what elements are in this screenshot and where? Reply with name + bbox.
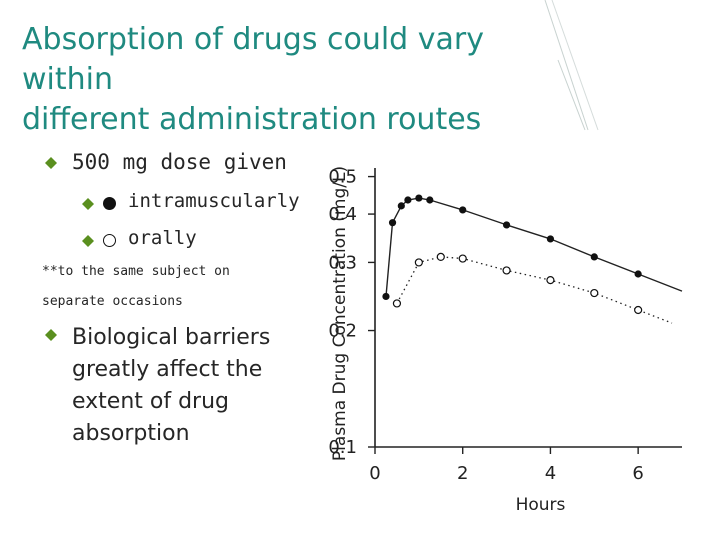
title-line-1: Absorption of drugs could vary within	[22, 22, 484, 97]
y-tick-label: 0.1	[328, 437, 357, 458]
slide-title: Absorption of drugs could vary within di…	[22, 20, 582, 140]
barrier-line: greatly affect the	[72, 357, 263, 382]
sub-bullet-diamond-icon	[82, 235, 94, 247]
filled-circle-icon	[103, 197, 116, 210]
sub-bullet-oral: orally	[128, 227, 197, 249]
y-tick-label: 0.3	[328, 252, 357, 273]
oral-point	[392, 299, 402, 308]
intramuscular-point	[397, 202, 405, 210]
intramuscular-point	[546, 235, 555, 243]
intramuscular-point	[415, 194, 423, 202]
oral-curve	[396, 256, 673, 324]
barrier-line: extent of drug	[72, 389, 230, 414]
title-line-2: different administration routes	[22, 102, 482, 137]
open-circle-icon	[103, 234, 116, 247]
note-line-2: separate occasions	[42, 294, 183, 309]
bullet-dose: 500 mg dose given	[72, 150, 287, 174]
barrier-line: Biological barriers	[72, 325, 271, 350]
intramuscular-curve	[385, 197, 683, 297]
intramuscular-point	[590, 253, 598, 261]
intramuscular-point	[426, 196, 434, 204]
intramuscular-point	[459, 206, 467, 214]
bullet-diamond-icon	[45, 157, 57, 169]
oral-point	[458, 254, 467, 263]
x-tick-label: 2	[457, 463, 468, 484]
sub-bullet-intramuscular: intramuscularly	[128, 190, 300, 212]
x-tick-label: 4	[545, 463, 556, 484]
barrier-line: absorption	[72, 421, 190, 446]
bullet-diamond-icon	[45, 329, 57, 341]
note-line-1: **to the same subject on	[42, 264, 230, 279]
oral-point	[590, 288, 599, 298]
intramuscular-point	[382, 292, 390, 301]
sub-bullet-diamond-icon	[82, 198, 94, 210]
concentration-chart: 0.1 0.2 0.3 0.4 0.5 0 2 4 6 Hours Plasma Drug Conc…	[328, 166, 683, 515]
y-tick-label: 0.5	[328, 167, 357, 188]
y-axis-label: Plasma Drug Concentration (mg/L)	[330, 166, 350, 461]
intramuscular-point	[404, 196, 412, 204]
bullet-barriers: Biological barriers greatly affect the e…	[72, 322, 312, 450]
oral-point	[634, 305, 643, 315]
oral-point	[414, 258, 423, 267]
oral-point	[546, 276, 555, 285]
oral-point	[436, 252, 445, 262]
x-axis-label: Hours	[516, 495, 566, 515]
y-tick-label: 0.4	[328, 204, 357, 225]
intramuscular-point	[634, 270, 642, 278]
oral-point	[502, 266, 511, 275]
intramuscular-point	[388, 219, 397, 227]
y-tick-label: 0.2	[328, 321, 357, 342]
x-tick-label: 6	[632, 463, 643, 484]
x-tick-label: 0	[369, 463, 380, 484]
intramuscular-point	[502, 221, 511, 229]
bullet-list: 500 mg dose given intramuscularly orally…	[0, 0, 320, 540]
